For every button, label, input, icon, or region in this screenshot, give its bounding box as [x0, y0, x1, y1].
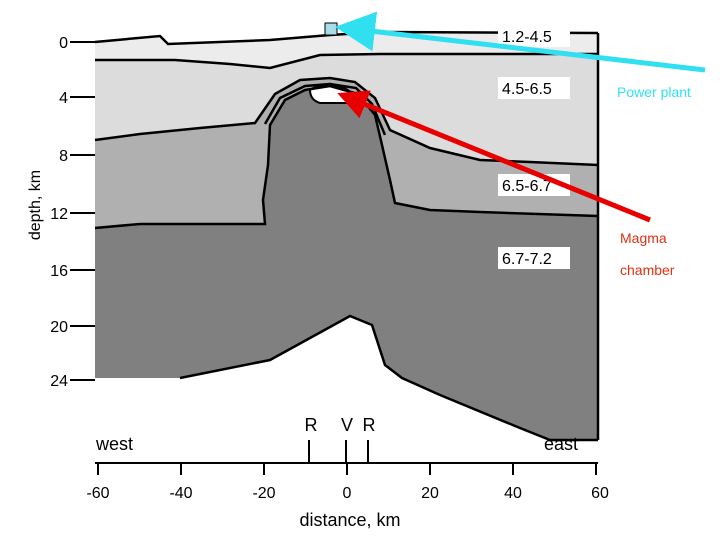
y-tick-label: 24: [50, 373, 68, 390]
y-tick-label: 4: [59, 90, 68, 107]
power-plant-label: Power plant: [617, 84, 691, 100]
layer-label-2: 4.5-6.5: [502, 81, 552, 98]
y-tick-label: 12: [50, 206, 68, 223]
magma-label: Magma: [620, 230, 667, 246]
x-tick-label: -20: [252, 485, 275, 502]
layer-label-box: [498, 247, 570, 269]
y-axis: [70, 41, 95, 381]
west-label: west: [95, 434, 133, 454]
power-plant-arrow: [335, 11, 706, 73]
x-tick-label: -60: [86, 485, 109, 502]
y-tick-label: 16: [50, 263, 68, 280]
boundary-3: [94, 84, 599, 230]
x-axis-label: distance, km: [299, 510, 400, 530]
magma-chamber-arrow: [337, 90, 651, 223]
power-plant-marker: [324, 22, 338, 36]
boundary-2b: [263, 82, 387, 136]
x-tick-label: 60: [591, 485, 609, 502]
y-tick-label: 0: [59, 35, 68, 52]
y-tick-label: 8: [59, 148, 68, 165]
boundary-1: [95, 52, 598, 70]
boundary-bottom: [179, 314, 598, 442]
layer-label-box: [498, 25, 570, 47]
station-label-r-east: R: [363, 415, 376, 435]
boundary-2: [94, 76, 599, 167]
x-tick-label: 20: [421, 485, 439, 502]
y-tick-labels: 0 4 8 12 16 20 24: [50, 35, 68, 390]
chamber-label: chamber: [620, 262, 675, 278]
layer-label-3: 6.5-6.7: [502, 178, 552, 195]
layer-label-box: [498, 77, 570, 99]
layer-label-4: 6.7-7.2: [502, 251, 552, 268]
station-label-v: V: [341, 415, 353, 435]
x-tick-labels: -60 -40 -20 0 20 40 60: [86, 485, 609, 502]
x-axis: [95, 440, 598, 475]
y-tick-label: 20: [50, 319, 68, 336]
east-label: east: [544, 434, 578, 454]
x-tick-label: 40: [504, 485, 522, 502]
unsampled-region: [95, 316, 598, 445]
layer-6-7-7-2: [95, 86, 598, 440]
x-tick-label: 0: [343, 485, 352, 502]
layer-label-1: 1.2-4.5: [502, 29, 552, 46]
y-axis-label: depth, km: [27, 170, 44, 240]
x-tick-label: -40: [169, 485, 192, 502]
station-label-r-west: R: [305, 415, 318, 435]
